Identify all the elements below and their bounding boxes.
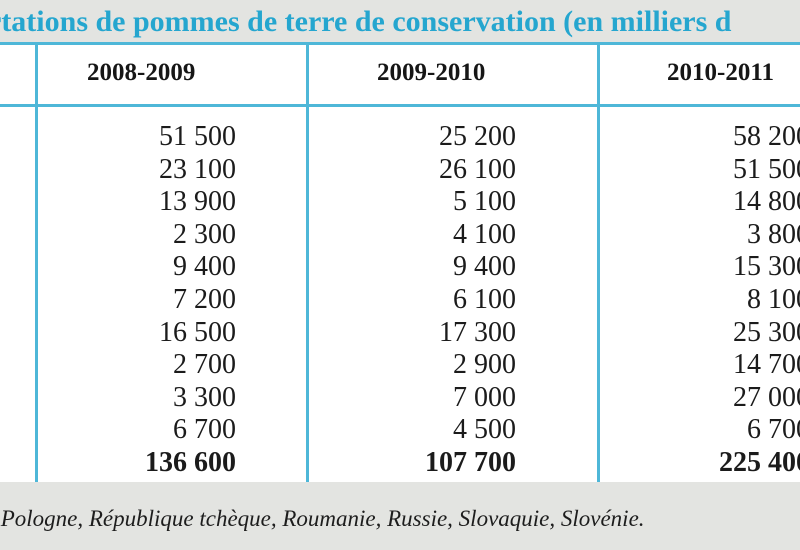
table-cell: 3 300 [173, 381, 236, 413]
table-cell: 51 500 [733, 153, 800, 185]
table-cell: 9 400 [453, 251, 516, 283]
column-header-2010-2011: 2010-2011 [667, 59, 774, 86]
table-cell: 6 700 [747, 414, 800, 446]
table-cell: 58 200 [733, 121, 800, 152]
top-divider-line [0, 42, 800, 45]
table-cell: 2 300 [173, 218, 236, 250]
column-header-2009-2010: 2009-2010 [377, 59, 486, 86]
table-cell: 14 700 [733, 349, 800, 381]
table-cell: 4 100 [453, 218, 516, 250]
table-title-text: rtations de pommes de terre de conservat… [0, 5, 732, 38]
total-cell: 107 700 [425, 446, 516, 478]
table-cell: 8 100 [747, 283, 800, 315]
table-column-2010-2011: 58 200 51 500 14 800 3 800 15 300 8 100 … [650, 121, 800, 481]
table-cell: 2 900 [453, 349, 516, 381]
column-divider-line [35, 42, 38, 482]
table-column-2008-2009: 51 500 23 100 13 900 2 300 9 400 7 200 1… [76, 121, 236, 481]
column-header-2008-2009: 2008-2009 [87, 59, 196, 86]
table-cell: 25 200 [439, 121, 516, 152]
table-cell: 27 000 [733, 381, 800, 413]
table-cell: 6 100 [453, 283, 516, 315]
table-title: rtations de pommes de terre de conservat… [0, 2, 800, 42]
table-cell: 7 000 [453, 381, 516, 413]
table-cell: 13 900 [159, 186, 236, 218]
table-cell: 3 800 [747, 218, 800, 250]
table-cell: 6 700 [173, 414, 236, 446]
column-divider-line [306, 42, 309, 482]
table-cell: 5 100 [453, 186, 516, 218]
table-cell: 16 500 [159, 316, 236, 348]
table-cell: 17 300 [439, 316, 516, 348]
table-cell: 51 500 [159, 121, 236, 152]
header-divider-line [0, 104, 800, 107]
total-cell: 136 600 [145, 446, 236, 478]
table-column-2009-2010: 25 200 26 100 5 100 4 100 9 400 6 100 17… [356, 121, 516, 481]
footer-band: e, Pologne, République tchèque, Roumanie… [0, 482, 800, 550]
table-cell: 14 800 [733, 186, 800, 218]
table-cell: 9 400 [173, 251, 236, 283]
table-cell: 4 500 [453, 414, 516, 446]
table-cell: 2 700 [173, 349, 236, 381]
source-note: e, Pologne, République tchèque, Roumanie… [0, 506, 645, 531]
table-cell: 23 100 [159, 153, 236, 185]
table-cell: 25 300 [733, 316, 800, 348]
table-panel [0, 42, 800, 482]
column-divider-line [597, 42, 600, 482]
total-cell: 225 400 [719, 446, 800, 478]
table-cell: 26 100 [439, 153, 516, 185]
table-cell: 15 300 [733, 251, 800, 283]
table-cell: 7 200 [173, 283, 236, 315]
